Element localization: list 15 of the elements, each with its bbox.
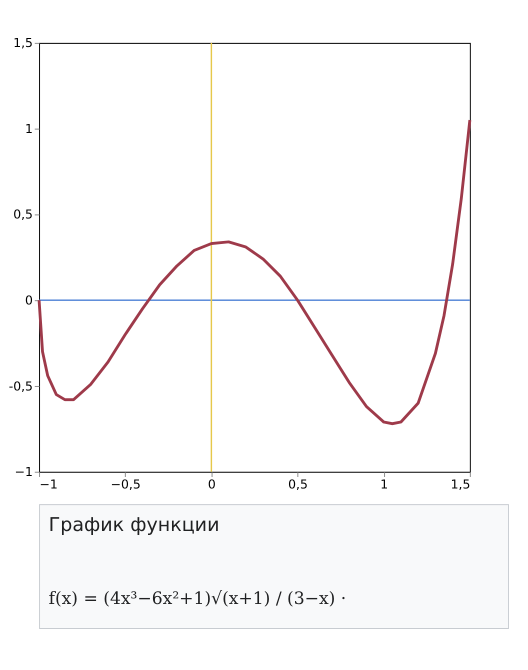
x-tick-label: −1	[40, 477, 58, 492]
y-tick-label: −1	[14, 465, 33, 480]
x-tick-label: 0,5	[288, 477, 308, 492]
x-tick-label: 1,5	[450, 477, 470, 492]
y-tick-label: -0,5	[8, 379, 33, 394]
text: График функции	[48, 514, 220, 536]
x-tick-label: −0,5	[110, 477, 141, 492]
y-tick-label: 1	[25, 122, 33, 136]
text: f(x) = (4x³−6x²+1)√(x+1) / (3−x) ·	[48, 589, 346, 610]
x-tick-label: 0	[208, 477, 216, 492]
line-series	[38, 118, 472, 426]
y-tick-label: 0	[25, 293, 34, 308]
x-tick-label: 1	[380, 477, 388, 492]
y-tick-label: 0,5	[13, 208, 33, 222]
y-tick-label: 1,5	[13, 36, 33, 50]
